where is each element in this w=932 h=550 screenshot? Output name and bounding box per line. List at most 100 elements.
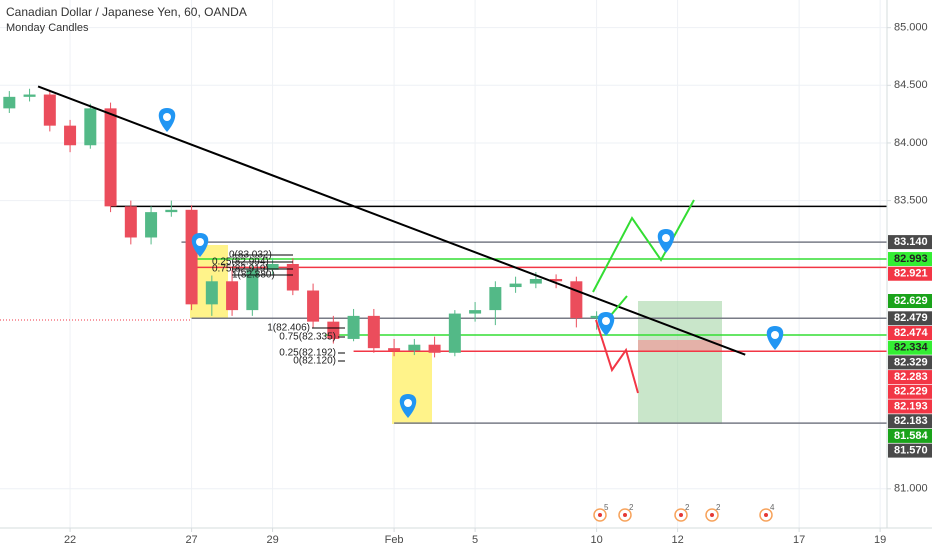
fib-label: 0.25(82.192) [279,348,336,359]
event-count: 5 [604,503,609,512]
price-label-box [888,399,932,414]
price-label-box [888,370,932,385]
candle-body [43,94,56,126]
candle-body [489,287,502,311]
y-tick-label: 81.000 [894,483,928,495]
candle-body [246,269,259,311]
candle-body [550,278,563,282]
event-dot [623,513,627,517]
event-dot [598,513,602,517]
x-tick-label: 17 [793,534,805,546]
price-label-box [888,414,932,429]
price-label-box [888,311,932,326]
candle-body [367,315,380,349]
projection-up [592,199,695,293]
chart-title: Canadian Dollar / Japanese Yen, 60, OAND… [6,5,247,19]
fib-label: 1(82.406) [267,323,310,334]
price-label: 82.183 [894,415,928,427]
candle-body [347,315,360,339]
x-tick-label: Feb [385,534,404,546]
candle-body [408,344,421,351]
price-label-box [888,428,932,443]
price-label: 82.329 [894,356,928,368]
candle-body [570,281,583,319]
x-tick-label: 5 [472,534,478,546]
candle-body [469,310,482,314]
candle-body [266,264,279,270]
fib-label: 0(82.120) [293,356,336,367]
plot [3,85,887,424]
event-count: 2 [685,503,690,512]
price-label: 82.921 [894,268,928,280]
candle-body [185,209,198,305]
event-count: 2 [716,503,721,512]
candle-body [3,96,16,109]
candle-body [327,321,340,339]
candle-body [124,206,137,238]
fib-label: 0.25(82.994) [212,257,269,268]
pin-dot [163,113,171,121]
stop-zone [638,340,722,352]
candle-body [590,315,603,319]
price-label: 82.229 [894,386,928,398]
events: 5 2 2 2 4 [593,503,775,522]
pin-dot [404,399,412,407]
price-label: 81.570 [894,445,928,457]
price-label-box [888,384,932,399]
event-dot [679,513,683,517]
price-label-box [888,235,932,250]
pin-dot [771,331,779,339]
price-label: 81.584 [894,430,929,442]
x-tick-label: 22 [64,534,76,546]
x-tick-label: 29 [266,534,278,546]
price-label-box [888,294,932,309]
x-tick-label: 10 [590,534,602,546]
fib-label: 0(83.032) [229,250,272,261]
candle-body [428,344,441,353]
x-tick-label: 12 [671,534,683,546]
chart-subtitle: Monday Candles [6,22,89,34]
x-tick-label: 27 [185,534,197,546]
price-label: 82.283 [894,371,928,383]
price-label: 83.140 [894,236,928,248]
price-label: 82.479 [894,312,928,324]
candle-body [104,108,117,207]
candle-body [145,212,158,238]
y-tick-label: 83.500 [894,195,928,207]
y-tick-label: 84.000 [894,137,928,149]
trend-line [37,85,746,356]
candle-body [205,281,218,305]
candle-body [529,278,542,284]
candle-body [307,290,320,322]
candle-body [226,281,239,311]
event-count: 4 [770,503,775,512]
price-label: 82.334 [894,342,929,354]
y-tick-label: 85.000 [894,22,928,34]
event-count: 2 [629,503,634,512]
price-label-box [888,443,932,458]
fib-label: 0.75(82.335) [279,332,336,343]
candle-body [509,283,522,288]
price-label: 82.474 [894,327,929,339]
price-label: 82.629 [894,295,928,307]
price-label: 82.993 [894,253,928,265]
candle-body [165,209,178,213]
grid [0,0,887,528]
x-tick-label: 19 [874,534,886,546]
candle-body [388,348,401,351]
candle-body [84,108,97,146]
fib-label: 0.75(82.919) [212,264,269,275]
price-label-box [888,252,932,267]
price-label-box [888,355,932,370]
price-label-box [888,266,932,281]
candle-body [64,125,77,146]
pin-dot [602,317,610,325]
event-dot [710,513,714,517]
target-zone [638,301,722,424]
y-tick-label: 84.500 [894,79,928,91]
event-dot [764,513,768,517]
candle-body [23,94,36,97]
candle-body [448,313,461,353]
